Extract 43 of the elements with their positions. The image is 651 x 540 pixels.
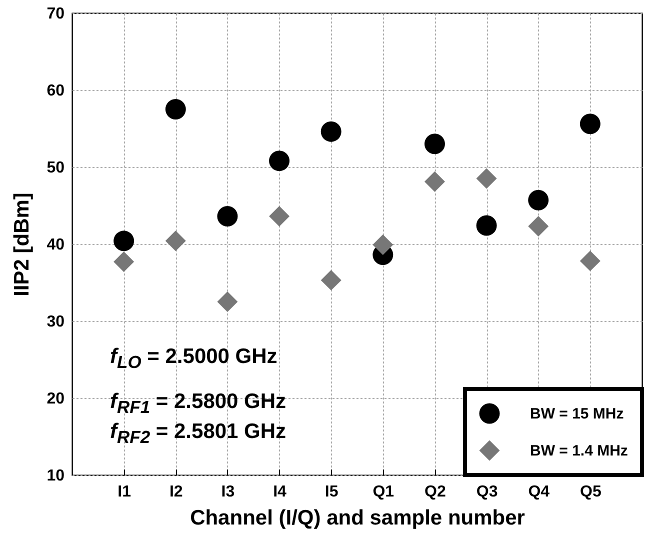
point bbox=[165, 230, 186, 252]
point bbox=[320, 270, 342, 290]
point bbox=[528, 190, 549, 210]
point bbox=[424, 134, 445, 154]
point bbox=[269, 206, 290, 227]
x-axis-title: Channel (I/Q) and sample number bbox=[190, 506, 525, 530]
legend-label: BW = 15 MHz bbox=[530, 406, 624, 422]
x-tick-label: I5 bbox=[324, 484, 338, 500]
point bbox=[580, 114, 600, 134]
x-tick-label: I2 bbox=[169, 484, 183, 500]
annotation: f$_{RF1}$ = 2.5800 GHz bbox=[110, 390, 286, 418]
point bbox=[114, 230, 134, 252]
y-tick-label: 70 bbox=[46, 6, 65, 22]
y-axis-title: IIP2 [dBm] bbox=[10, 192, 34, 296]
point bbox=[217, 292, 238, 312]
y-tick-label: 30 bbox=[46, 314, 65, 330]
point bbox=[528, 216, 549, 237]
y-tick-label: 10 bbox=[46, 468, 65, 484]
x-tick-label: Q1 bbox=[372, 484, 394, 500]
point bbox=[424, 171, 445, 192]
point bbox=[372, 234, 394, 256]
point bbox=[320, 121, 342, 142]
point bbox=[269, 150, 290, 172]
x-tick-label: I1 bbox=[118, 484, 132, 500]
x-tick-label: Q3 bbox=[476, 484, 498, 500]
point bbox=[165, 99, 186, 120]
point bbox=[114, 251, 134, 272]
x-tick-label: Q2 bbox=[424, 484, 446, 500]
annotation: f$_{RF2}$ = 2.5801 GHz bbox=[110, 420, 286, 448]
point bbox=[476, 168, 497, 189]
x-tick-label: I4 bbox=[273, 484, 287, 500]
point bbox=[476, 215, 497, 236]
legend-label: BW = 1.4 MHz bbox=[530, 442, 628, 460]
y-tick-label: 20 bbox=[46, 390, 65, 408]
y-tick-label: 40 bbox=[46, 236, 65, 254]
y-tick-label: 50 bbox=[46, 160, 65, 176]
x-tick-label: Q4 bbox=[528, 484, 550, 500]
x-tick-label: Q5 bbox=[580, 484, 602, 500]
x-tick-label: I3 bbox=[221, 484, 235, 500]
annotation: f$_{LO}$ = 2.5000 GHz bbox=[110, 345, 278, 374]
point bbox=[217, 206, 238, 227]
y-tick-label: 60 bbox=[46, 82, 65, 100]
point bbox=[580, 250, 600, 272]
